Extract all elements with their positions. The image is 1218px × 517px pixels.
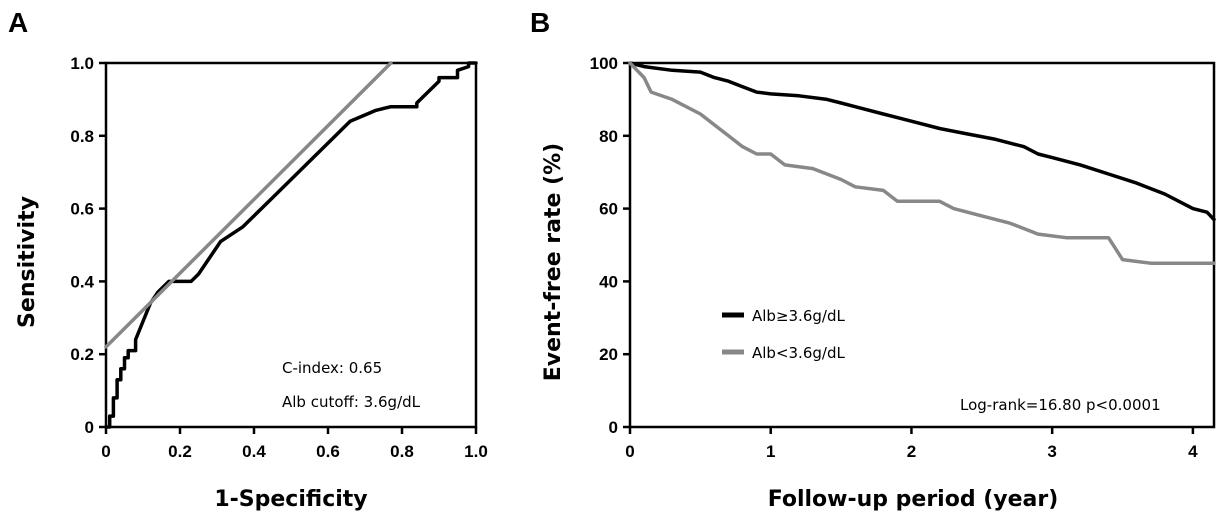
panel-b-x-tick-label: 1 [766,442,775,461]
panel-a-series-line-2 [104,61,393,349]
panel-b-x-axis-title: Follow-up period (year) [768,487,1059,512]
panel-a-y-tick-label: 0.4 [70,272,94,291]
panel-a-x-axis-title: 1-Specificity [214,487,367,512]
panel-a-c-index: C-index: 0.65 [282,359,382,377]
panel-a-x-tick-label: 1.0 [464,442,488,461]
panel-b-y-tick-label: 60 [599,200,618,219]
panel-b-series [628,61,1216,265]
panel-b-y-axis-title: Event-free rate (%) [541,143,566,381]
panel-a-x-tick-label: 0.6 [316,442,340,461]
panel-b-x-tick-label: 2 [907,442,916,461]
panel-b-series-line-1 [628,61,1216,222]
panel-a-ticks: 0 0.2 0.4 0.6 0.8 1.0 0 0.2 0.4 0.6 0.8 1.0 [70,54,487,461]
panel-b-y-tick-label: 0 [609,418,618,437]
panel-a-y-tick-label: 0.6 [70,200,94,219]
panel-b-x-tick-label: 3 [1047,442,1056,461]
panel-a-x-tick-label: 0.8 [390,442,414,461]
panel-b-x-tick-label: 4 [1188,442,1198,461]
panel-a-series-line-1 [104,61,478,429]
panel-a-letter: A [8,7,28,38]
panel-a-series [104,61,478,429]
panel-b-legend: Alb≥3.6g/dL Alb<3.6g/dL [722,307,845,362]
panel-a-roc: A 0 0.2 0.4 0.6 0.8 1.0 0 0.2 0.4 0.6 0.8 1.0 1-Spe… [8,7,488,512]
panel-b-y-tick-label: 80 [599,127,618,146]
panel-a-y-tick-label: 0.8 [70,127,94,146]
panel-a-x-tick-label: 0 [101,442,110,461]
legend-label-alb-low: Alb<3.6g/dL [752,344,845,362]
panel-b-logrank: Log-rank=16.80 p<0.0001 [960,396,1161,414]
legend-label-alb-high: Alb≥3.6g/dL [752,307,845,325]
panel-b-plot-frame [628,61,1216,429]
panel-a-y-tick-label: 0.2 [70,345,94,364]
panel-b-letter: B [530,7,550,38]
panel-b-y-tick-label: 100 [590,54,618,73]
panel-a-y-tick-label: 1.0 [70,54,94,73]
panel-a-cutoff: Alb cutoff: 3.6g/dL [282,393,421,411]
panel-a-x-tick-label: 0.4 [242,442,266,461]
panel-a-x-tick-label: 0.2 [168,442,192,461]
panel-b-y-tick-label: 40 [599,272,618,291]
panel-a-y-axis-title: Sensitivity [15,196,40,328]
panel-a-y-tick-label: 0 [85,418,94,437]
panel-b-x-tick-label: 0 [625,442,634,461]
panel-b-series-line-2 [628,61,1216,265]
panel-b-y-tick-label: 20 [599,345,618,364]
panel-a-plot-frame [104,61,478,429]
